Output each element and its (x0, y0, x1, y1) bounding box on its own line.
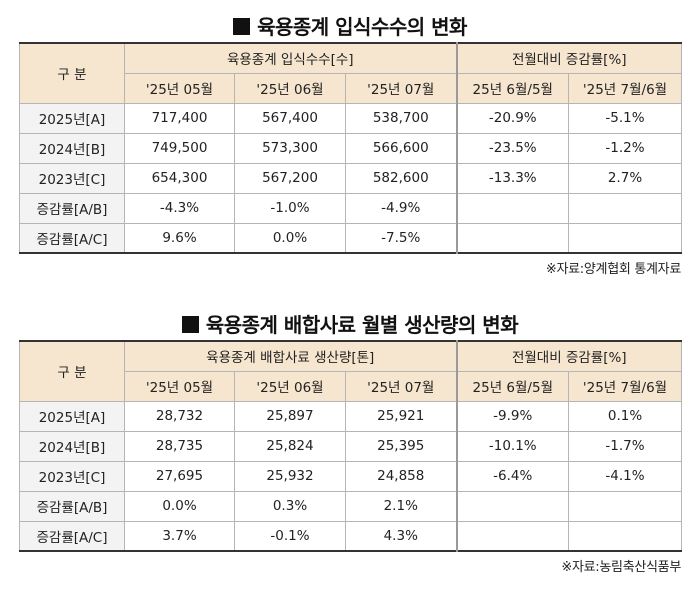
row-header: 2025년[A] (19, 400, 125, 432)
table-cell: 567,400 (234, 102, 346, 134)
table-cell: -1.0% (234, 192, 346, 224)
section-title: 육용종계 배합사료 월별 생산량의 변화 (19, 312, 681, 340)
table-cell: 573,300 (234, 132, 346, 164)
table-section-2: 육용종계 배합사료 월별 생산량의 변화 구 분 육용종계 배합사료 생산량[톤… (19, 312, 683, 575)
column-header: '25년 05월 (124, 370, 235, 402)
table-cell: -4.3% (124, 192, 235, 224)
table-cell (568, 520, 683, 552)
table-cell: 0.0% (124, 490, 235, 522)
corner-header: 구 분 (19, 42, 125, 104)
table-cell: 0.3% (234, 490, 346, 522)
table-cell: 749,500 (124, 132, 235, 164)
source-note: ※자료:양계협회 통계자료 (545, 262, 681, 277)
section-title: 육용종계 입식수수의 변화 (19, 14, 681, 42)
table-cell: -7.5% (345, 222, 457, 254)
table-cell (568, 490, 683, 522)
table-cell: 0.0% (234, 222, 346, 254)
table-cell: 717,400 (124, 102, 235, 134)
table-row: 2025년[A] 717,400 567,400 538,700 -20.9% … (19, 102, 682, 134)
table-cell: 9.6% (124, 222, 235, 254)
table-row: 2024년[B] 28,735 25,824 25,395 -10.1% -1.… (19, 430, 683, 462)
table-cell: 25,897 (234, 400, 346, 432)
black-square-icon (233, 18, 251, 35)
table-cell (455, 490, 570, 522)
data-table: 구 분 육용종계 배합사료 생산량[톤] 전월대비 증감률[%] '25년 05… (19, 340, 683, 552)
column-header: '25년 7월/6월 (568, 72, 682, 104)
table-cell: 25,824 (234, 430, 346, 462)
corner-header: 구 분 (19, 340, 125, 402)
table-cell: 28,735 (124, 430, 235, 462)
table-cell: 4.3% (344, 520, 458, 552)
column-header: '25년 07월 (345, 72, 457, 104)
row-header: 2025년[A] (19, 102, 125, 134)
black-square-icon (181, 316, 199, 333)
column-header: '25년 06월 (234, 370, 346, 402)
row-header: 증감률[A/B] (19, 490, 125, 522)
table-row: 증감률[A/C] 9.6% 0.0% -7.5% (19, 222, 682, 254)
table-cell: -4.9% (345, 192, 457, 224)
column-header: '25년 06월 (234, 72, 346, 104)
column-header: '25년 07월 (344, 370, 458, 402)
table-row: 증감률[A/B] 0.0% 0.3% 2.1% (19, 490, 683, 522)
table-cell: -4.1% (568, 460, 683, 492)
group-header-left: 육용종계 배합사료 생산량[톤] (123, 340, 458, 372)
table-row: 2024년[B] 749,500 573,300 566,600 -23.5% … (19, 132, 682, 164)
table-cell: -20.9% (455, 102, 569, 134)
table-cell: -1.2% (568, 132, 682, 164)
table-cell: 24,858 (344, 460, 458, 492)
row-header: 2023년[C] (19, 460, 125, 492)
table-cell: 25,395 (344, 430, 458, 462)
table-section-1: 육용종계 입식수수의 변화 구 분 육용종계 입식수수[수] 전월대비 증감률[… (19, 14, 682, 277)
row-header: 증감률[A/C] (19, 222, 125, 254)
table-cell: 538,700 (345, 102, 457, 134)
table-cell: -13.3% (455, 162, 569, 194)
table-cell: -1.7% (568, 430, 683, 462)
table-cell: -23.5% (455, 132, 569, 164)
table-cell: 25,921 (344, 400, 458, 432)
data-table: 구 분 육용종계 입식수수[수] 전월대비 증감률[%] '25년 05월 '2… (19, 42, 682, 254)
table-cell: 27,695 (124, 460, 235, 492)
table-cell (568, 222, 682, 254)
row-header: 2024년[B] (19, 430, 125, 462)
table-cell: 582,600 (345, 162, 457, 194)
row-header: 증감률[A/C] (19, 520, 125, 552)
table-cell: 567,200 (234, 162, 346, 194)
table-cell: 2.7% (568, 162, 682, 194)
table-cell: 2.1% (344, 490, 458, 522)
table-row: 2023년[C] 654,300 567,200 582,600 -13.3% … (19, 162, 682, 194)
table-row: 증감률[A/B] -4.3% -1.0% -4.9% (19, 192, 682, 224)
table-cell: 28,732 (124, 400, 235, 432)
table-cell: 654,300 (124, 162, 235, 194)
table-cell: -9.9% (455, 400, 570, 432)
column-header: '25년 05월 (124, 72, 235, 104)
row-header: 2023년[C] (19, 162, 125, 194)
column-header: 25년 6월/5월 (455, 72, 569, 104)
table-cell: 3.7% (124, 520, 235, 552)
table-row: 2025년[A] 28,732 25,897 25,921 -9.9% 0.1% (19, 400, 683, 432)
column-header: 25년 6월/5월 (455, 370, 570, 402)
table-cell: -5.1% (568, 102, 682, 134)
group-header-right: 전월대비 증감률[%] (455, 42, 682, 74)
table-cell: 25,932 (234, 460, 346, 492)
source-note: ※자료:농림축산식품부 (561, 560, 681, 575)
row-header: 2024년[B] (19, 132, 125, 164)
group-header-right: 전월대비 증감률[%] (455, 340, 683, 372)
table-row: 2023년[C] 27,695 25,932 24,858 -6.4% -4.1… (19, 460, 683, 492)
row-header: 증감률[A/B] (19, 192, 125, 224)
column-header: '25년 7월/6월 (568, 370, 683, 402)
table-cell (568, 192, 682, 224)
table-row: 증감률[A/C] 3.7% -0.1% 4.3% (19, 520, 683, 552)
table-cell (455, 520, 570, 552)
table-cell: 0.1% (568, 400, 683, 432)
table-cell: -6.4% (455, 460, 570, 492)
group-header-left: 육용종계 입식수수[수] (124, 42, 457, 74)
table-cell (455, 192, 569, 224)
table-cell: -10.1% (455, 430, 570, 462)
table-cell: 566,600 (345, 132, 457, 164)
table-cell: -0.1% (234, 520, 346, 552)
table-cell (455, 222, 569, 254)
